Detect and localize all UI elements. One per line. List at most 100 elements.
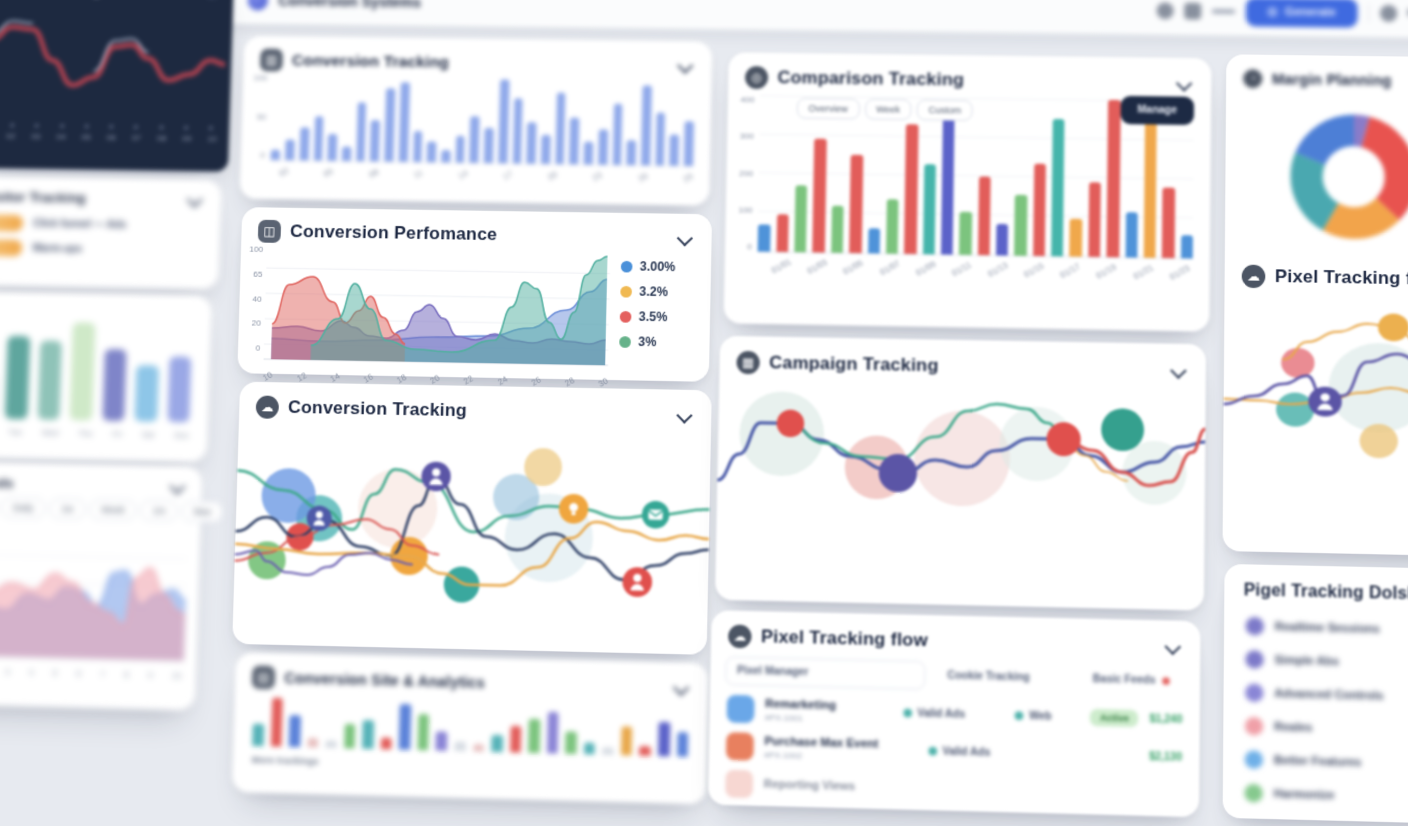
pixel-tools-card: Pigel Tracking Dolsk Realtime Sessions S…	[1223, 564, 1408, 825]
pill[interactable]: Max	[182, 501, 223, 523]
settings-icon[interactable]	[1184, 3, 1201, 20]
col-pixel-manager[interactable]: Pixel Manager	[725, 656, 926, 690]
tick-label: 04	[56, 132, 65, 141]
tick-label: 11	[412, 168, 424, 180]
bar	[356, 102, 367, 161]
list-item[interactable]: Harmonize	[1240, 776, 1408, 815]
tick-label: 9	[148, 670, 153, 680]
legend-label: 3%	[638, 334, 656, 349]
tick-label: 100	[253, 73, 267, 82]
tick-label: 01/13	[986, 260, 1009, 278]
row-amount: $1,240	[1149, 713, 1182, 726]
tick-label: 01/23	[1168, 263, 1191, 282]
tick-label: 100	[249, 244, 263, 254]
dark-x-labels: 01020304050607080910	[0, 127, 229, 148]
bar	[370, 121, 380, 162]
weekly-bars-card: MonTueWedThuFriSatSun	[0, 291, 212, 462]
pill[interactable]: 1m	[141, 500, 177, 522]
tick-label: 18	[395, 372, 408, 385]
tool-label: Advanced Controls	[1274, 687, 1383, 703]
brands-card-title: Brands	[0, 474, 14, 491]
bar	[565, 732, 577, 754]
bar	[584, 742, 595, 754]
filter-pills: 1d Daily 1w Week 1m Max	[0, 492, 201, 527]
chevron-down-icon[interactable]	[676, 407, 692, 423]
conversion-flow-title: Conversion Tracking	[288, 397, 467, 421]
bar	[491, 735, 503, 752]
chevron-down-icon[interactable]	[677, 57, 693, 73]
pill[interactable]: Daily	[1, 497, 45, 519]
bar	[167, 357, 191, 423]
tick-label: 01/11	[950, 260, 973, 278]
tick-label: 12	[295, 371, 308, 384]
tick-label: 08	[157, 134, 166, 143]
funnel-row[interactable]: Warm-ups	[0, 233, 220, 266]
more-icon[interactable]	[1212, 9, 1235, 13]
status-badge: Active	[1090, 709, 1139, 727]
pixel-flow-chart	[1223, 290, 1408, 497]
bar	[1014, 195, 1027, 256]
tick-label: 65	[248, 269, 262, 279]
tool-dot-icon	[1245, 650, 1263, 669]
chevron-down-icon[interactable]	[673, 679, 689, 696]
performance-legend: 3.00% 3.2% 3.5% 3%	[608, 248, 699, 389]
col-cookie-tracking[interactable]: Cookie Tracking	[936, 662, 1071, 692]
conversion-flow-card: ☁ Conversion Tracking	[232, 382, 712, 655]
col-basic-feeds[interactable]: Basic Feeds	[1082, 666, 1185, 695]
tick-label: 10	[172, 671, 182, 681]
history-icon[interactable]	[1380, 5, 1397, 22]
range-tabs: Overview Week Custom	[797, 98, 973, 121]
chevron-down-icon[interactable]	[169, 478, 185, 494]
chevron-down-icon[interactable]	[187, 192, 203, 208]
funnel-row-label: Warm-ups	[32, 243, 82, 255]
chevron-down-icon[interactable]	[1170, 362, 1187, 378]
generate-button[interactable]: Generate	[1246, 0, 1358, 28]
cloud-icon: ☁	[728, 624, 752, 648]
bar	[470, 116, 480, 163]
bar	[1107, 100, 1121, 258]
list-item[interactable]: Realtime Sessions	[1241, 609, 1408, 648]
comparison-title: Comparison Tracking	[777, 67, 964, 90]
bar	[5, 336, 30, 419]
tab-week[interactable]: Week	[864, 99, 912, 120]
chevron-down-icon[interactable]	[1176, 75, 1193, 91]
tick-label: Fri	[112, 429, 122, 439]
chevron-down-icon[interactable]	[677, 230, 693, 246]
bar	[794, 186, 807, 253]
visitor-card-title: Visitor Tracking	[0, 189, 86, 206]
pill[interactable]: Week	[89, 499, 136, 521]
tick-label: 01/17	[1059, 262, 1082, 281]
row-name: Purchase Max Event	[764, 735, 918, 752]
bar	[399, 703, 411, 749]
bar	[1070, 219, 1082, 257]
notifications-icon[interactable]	[1156, 2, 1173, 19]
tick-label: 23	[591, 170, 604, 183]
bar	[413, 131, 423, 162]
bar	[417, 714, 429, 751]
tool-label: Better Features	[1274, 754, 1362, 769]
manage-button[interactable]: Manage	[1120, 96, 1194, 125]
tick-label: 01/07	[878, 259, 901, 277]
tab-overview[interactable]: Overview	[797, 98, 860, 120]
pill[interactable]: 1w	[50, 498, 85, 520]
tick-label: 10	[262, 370, 275, 383]
funnel-row[interactable]: Click funnel — Ads	[0, 208, 221, 237]
tick-label: 300	[740, 132, 754, 142]
tab-custom[interactable]: Custom	[917, 99, 973, 121]
bar	[627, 140, 637, 165]
tick-label: 01/21	[1131, 263, 1154, 282]
chevron-down-icon[interactable]	[1164, 638, 1181, 655]
bar	[831, 206, 844, 253]
tick-label: 28	[563, 376, 576, 389]
bar	[510, 726, 522, 753]
tool-dot-icon	[1245, 750, 1264, 769]
row-status: Valid Ads	[942, 746, 990, 759]
bar	[328, 134, 338, 161]
bar	[473, 744, 484, 752]
bar	[289, 715, 301, 747]
